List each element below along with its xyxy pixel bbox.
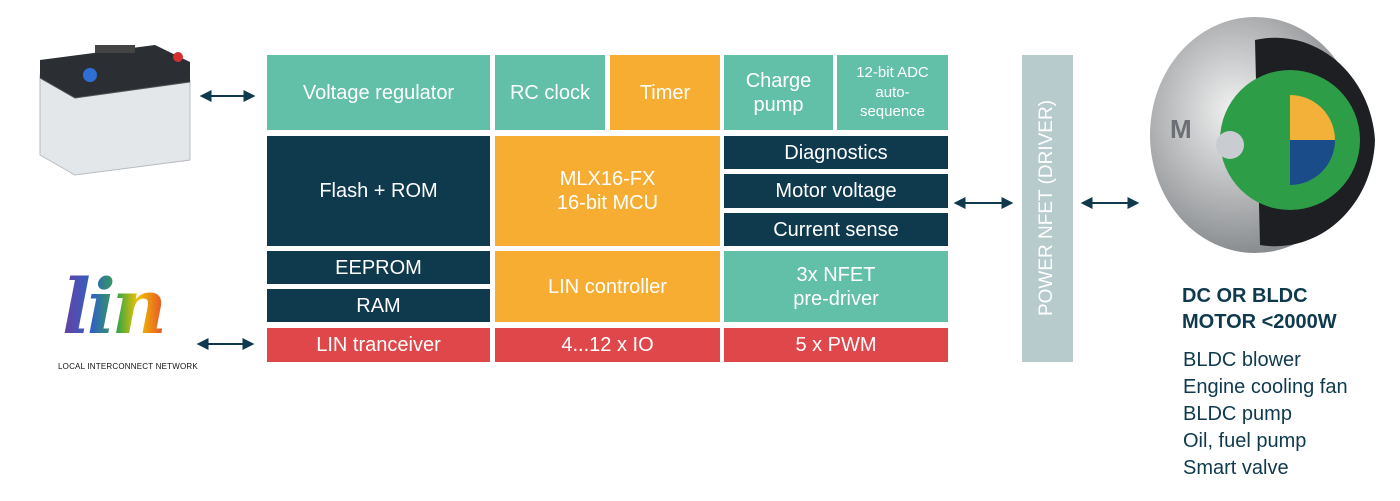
- block-label: LIN tranceiver: [316, 334, 441, 356]
- application: BLDC blower: [1183, 349, 1301, 371]
- block: LIN tranceiver: [267, 328, 490, 362]
- driver-box: [1022, 55, 1073, 362]
- block: RAM: [267, 289, 490, 322]
- battery-icon: [39, 45, 191, 176]
- block-label: sequence: [859, 103, 926, 121]
- block: Timer: [610, 55, 720, 130]
- block-label: EEPROM: [335, 256, 422, 279]
- block-label: 12-bit ADC: [856, 64, 929, 82]
- application: Oil, fuel pump: [1183, 430, 1307, 452]
- block-label: Current sense: [773, 218, 899, 241]
- motor-heading: DC OR BLDC MOTOR <2000W: [1182, 283, 1337, 335]
- application-list: BLDC blower Engine cooling fan BLDC pump Oi…: [1183, 347, 1348, 482]
- block: Motor voltage: [724, 174, 948, 208]
- block-label: 3x NFET: [796, 263, 876, 286]
- lin-caption: LOCAL INTERCONNECT NETWORK: [58, 362, 198, 371]
- block-label: Flash + ROM: [319, 180, 438, 202]
- block: RC clock: [495, 55, 605, 130]
- block: Voltage regulator: [267, 55, 490, 130]
- block-label: auto-: [875, 83, 910, 101]
- application: Smart valve: [1183, 457, 1289, 479]
- block-label: RC clock: [509, 81, 590, 104]
- svg-text:M: M: [1170, 114, 1192, 144]
- block: LIN controller: [495, 251, 720, 322]
- block-label: Diagnostics: [784, 141, 888, 164]
- block: EEPROM: [267, 251, 490, 284]
- block: Diagnostics: [724, 136, 948, 169]
- block: 12-bit ADC auto-sequence: [837, 55, 948, 130]
- block-label: 4...12 x IO: [561, 334, 654, 356]
- block-label: 16-bit MCU: [556, 192, 659, 214]
- block-label: 5 x PWM: [795, 334, 877, 356]
- block: MLX16-FX 16-bit MCU: [495, 136, 720, 246]
- block-label: Timer: [639, 81, 691, 104]
- application: Engine cooling fan: [1183, 376, 1348, 398]
- block: 5 x PWM: [724, 328, 948, 362]
- block-label: Voltage regulator: [302, 81, 455, 104]
- lin-logo: lin: [62, 262, 167, 351]
- block: Current sense: [724, 213, 948, 246]
- block-label: MLX16-FX: [559, 168, 656, 190]
- block-label: RAM: [356, 294, 401, 317]
- block-label: pump: [753, 93, 804, 116]
- block: Charge pump: [724, 55, 833, 130]
- block: 3x NFET pre-driver: [724, 251, 948, 322]
- driver-label: POWER NFET (DRIVER): [1036, 99, 1057, 317]
- block-label: Charge: [745, 69, 812, 92]
- block-label: pre-driver: [793, 287, 879, 310]
- motor-icon: M: [1150, 17, 1375, 253]
- arrows: [196, 90, 1140, 350]
- motor-heading-line: MOTOR <2000W: [1182, 311, 1337, 333]
- block-label: LIN controller: [548, 275, 667, 298]
- application: BLDC pump: [1183, 403, 1292, 425]
- block-label: Motor voltage: [775, 180, 897, 202]
- block: Flash + ROM: [267, 136, 490, 246]
- motor-heading-line: DC OR BLDC: [1182, 285, 1308, 307]
- block: 4...12 x IO: [495, 328, 720, 362]
